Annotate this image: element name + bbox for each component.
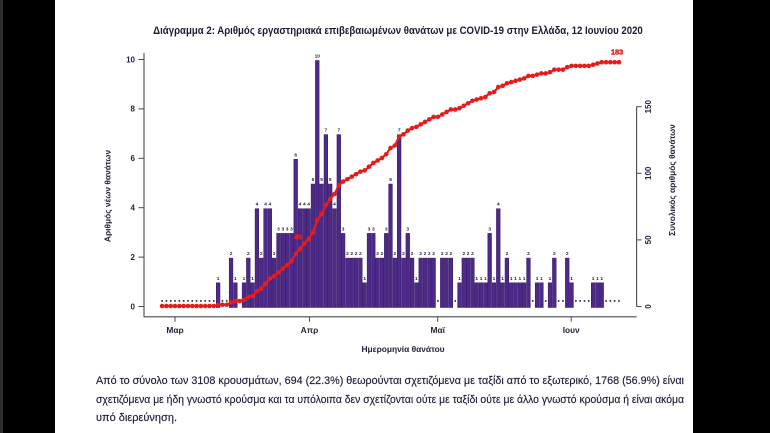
- svg-text:2: 2: [566, 251, 569, 257]
- svg-text:Απρ: Απρ: [301, 325, 319, 335]
- svg-text:1: 1: [536, 276, 539, 282]
- svg-text:1: 1: [596, 276, 599, 282]
- svg-text:1: 1: [518, 276, 521, 282]
- svg-text:7: 7: [398, 128, 401, 134]
- svg-text:1: 1: [475, 276, 478, 282]
- svg-text:1: 1: [480, 276, 483, 282]
- svg-text:0: 0: [644, 304, 653, 309]
- svg-text:7: 7: [337, 128, 340, 134]
- svg-text:3: 3: [286, 226, 289, 232]
- svg-text:2: 2: [230, 251, 233, 257]
- svg-text:2: 2: [131, 253, 136, 262]
- svg-text:2: 2: [273, 251, 276, 257]
- svg-text:3: 3: [385, 226, 388, 232]
- svg-text:1: 1: [540, 276, 543, 282]
- svg-text:1: 1: [592, 276, 595, 282]
- svg-text:6: 6: [294, 152, 297, 158]
- svg-text:4: 4: [497, 202, 500, 208]
- svg-text:2: 2: [462, 251, 465, 257]
- svg-text:2: 2: [350, 251, 353, 257]
- svg-text:100: 100: [644, 166, 653, 180]
- svg-text:3: 3: [406, 226, 409, 232]
- svg-text:1: 1: [484, 276, 487, 282]
- svg-text:8: 8: [131, 105, 136, 114]
- svg-text:4: 4: [269, 202, 272, 208]
- svg-text:2: 2: [527, 251, 530, 257]
- svg-text:1: 1: [415, 276, 418, 282]
- svg-text:1: 1: [549, 276, 552, 282]
- svg-text:5: 5: [329, 177, 332, 183]
- svg-text:2: 2: [450, 251, 453, 257]
- svg-text:2: 2: [402, 251, 405, 257]
- svg-text:3: 3: [290, 226, 293, 232]
- svg-text:2: 2: [467, 251, 470, 257]
- svg-text:2: 2: [553, 251, 556, 257]
- svg-text:183: 183: [611, 48, 623, 57]
- svg-text:2: 2: [247, 251, 250, 257]
- svg-text:6: 6: [131, 154, 136, 163]
- svg-text:150: 150: [644, 99, 653, 113]
- svg-text:3: 3: [488, 226, 491, 232]
- svg-text:2: 2: [355, 251, 358, 257]
- svg-text:2: 2: [376, 251, 379, 257]
- svg-text:1: 1: [514, 276, 517, 282]
- svg-text:1: 1: [493, 276, 496, 282]
- svg-text:Μαϊ: Μαϊ: [430, 325, 445, 335]
- svg-text:2: 2: [394, 251, 397, 257]
- svg-text:3: 3: [342, 226, 345, 232]
- svg-text:Μαρ: Μαρ: [166, 325, 183, 335]
- svg-text:1: 1: [217, 276, 220, 282]
- svg-text:1: 1: [458, 276, 461, 282]
- svg-text:4: 4: [333, 202, 336, 208]
- svg-text:1: 1: [234, 276, 237, 282]
- svg-text:2: 2: [381, 251, 384, 257]
- svg-text:1: 1: [510, 276, 513, 282]
- svg-text:5: 5: [320, 177, 323, 183]
- svg-text:2: 2: [359, 251, 362, 257]
- svg-text:5: 5: [312, 177, 315, 183]
- svg-text:0: 0: [131, 302, 136, 311]
- svg-text:2: 2: [506, 251, 509, 257]
- svg-text:2: 2: [441, 251, 444, 257]
- svg-text:2: 2: [445, 251, 448, 257]
- svg-text:2: 2: [428, 251, 431, 257]
- svg-text:3: 3: [372, 226, 375, 232]
- svg-text:46: 46: [294, 233, 302, 242]
- svg-text:2: 2: [419, 251, 422, 257]
- svg-text:2: 2: [471, 251, 474, 257]
- svg-text:4: 4: [307, 202, 310, 208]
- svg-text:4: 4: [256, 202, 259, 208]
- svg-text:4: 4: [299, 202, 302, 208]
- svg-text:3: 3: [368, 226, 371, 232]
- svg-text:10: 10: [126, 55, 135, 64]
- svg-text:1: 1: [251, 276, 254, 282]
- svg-text:Ιουν: Ιουν: [563, 325, 580, 335]
- svg-text:10: 10: [315, 54, 321, 60]
- svg-text:1: 1: [523, 276, 526, 282]
- svg-text:Αριθμός νέων θανάτων: Αριθμός νέων θανάτων: [103, 150, 113, 243]
- svg-text:1: 1: [600, 276, 603, 282]
- svg-text:4: 4: [264, 202, 267, 208]
- svg-text:2: 2: [432, 251, 435, 257]
- svg-text:3: 3: [277, 226, 280, 232]
- svg-text:1: 1: [501, 276, 504, 282]
- svg-text:2: 2: [260, 251, 263, 257]
- svg-text:2: 2: [346, 251, 349, 257]
- svg-text:2: 2: [411, 251, 414, 257]
- svg-text:Ημερομηνία θανάτου: Ημερομηνία θανάτου: [361, 344, 444, 354]
- svg-text:1: 1: [243, 276, 246, 282]
- svg-text:4: 4: [303, 202, 306, 208]
- svg-text:4: 4: [131, 204, 136, 213]
- svg-text:Συνολικός αριθμός θανάτων: Συνολικός αριθμός θανάτων: [667, 124, 677, 236]
- svg-text:5: 5: [389, 177, 392, 183]
- svg-text:2: 2: [424, 251, 427, 257]
- svg-text:50: 50: [644, 235, 653, 244]
- svg-text:1: 1: [570, 276, 573, 282]
- svg-text:7: 7: [325, 128, 328, 134]
- svg-text:3: 3: [281, 226, 284, 232]
- svg-text:1: 1: [363, 276, 366, 282]
